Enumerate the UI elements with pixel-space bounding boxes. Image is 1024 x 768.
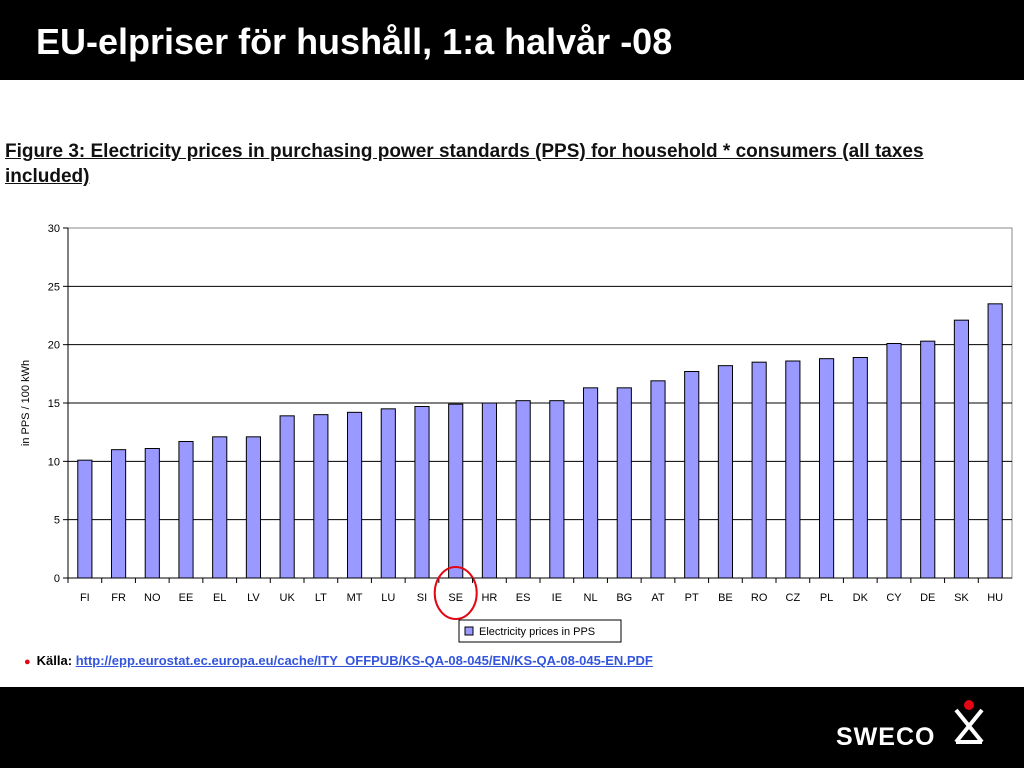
x-tick-label: EE: [179, 592, 194, 604]
bar-pl: [818, 358, 835, 579]
x-tick-label: HR: [481, 592, 497, 604]
bullet-icon: ●: [24, 656, 31, 668]
x-tick-label: CZ: [786, 592, 801, 604]
highlight-circle: [433, 566, 478, 620]
source-line: ● Källa: http://epp.eurostat.ec.europa.eu…: [24, 653, 653, 668]
x-tick-label: BG: [616, 592, 632, 604]
x-tick-label: EL: [213, 592, 226, 604]
source-label: Källa:: [36, 653, 73, 668]
x-tick-label: HU: [987, 592, 1003, 604]
x-tick-label: IE: [552, 592, 562, 604]
legend-label: Electricity prices in PPS: [479, 626, 595, 638]
title-bar: EU-elpriser för hushåll, 1:a halvår -08: [0, 0, 1024, 80]
x-tick-label: LT: [315, 592, 327, 604]
x-tick-label: LV: [247, 592, 260, 604]
sweco-logo-text: SWECO: [836, 723, 936, 751]
slide-title: EU-elpriser för hushåll, 1:a halvår -08: [36, 21, 673, 62]
x-tick-label: UK: [280, 592, 296, 604]
bar-fr: [110, 449, 127, 579]
legend-swatch: [464, 626, 474, 636]
y-tick-label: 20: [48, 340, 60, 352]
x-tick-label: NO: [144, 592, 161, 604]
bar-hu: [987, 303, 1003, 579]
x-tick-label: PT: [685, 592, 699, 604]
x-tick-label: BE: [718, 592, 733, 604]
bar-at: [650, 380, 666, 579]
bar-hr: [481, 402, 498, 579]
bar-si: [414, 406, 430, 579]
y-axis-label: in PPS / 100 kWh: [20, 360, 32, 446]
y-tick-label: 30: [48, 223, 60, 235]
sweco-logo-icon: [954, 700, 984, 744]
x-tick-label: NL: [584, 592, 598, 604]
bar-no: [144, 448, 160, 579]
footer-bar: [0, 687, 1024, 768]
bar-cz: [785, 360, 801, 579]
bar-chart: 0 5 10 15 20 25 30 in PPS / 100 kWh FI FR NO EE EL LV…: [20, 223, 1013, 643]
bar-lt: [313, 414, 329, 579]
y-tick-label: 0: [54, 573, 60, 585]
bar-be: [717, 365, 734, 579]
bar-dk: [852, 357, 868, 579]
x-tick-label: FR: [111, 592, 126, 604]
x-tick-label: DE: [920, 592, 935, 604]
x-tick-label: AT: [651, 592, 665, 604]
bar-fi: [77, 459, 93, 579]
x-tick-label: RO: [751, 592, 768, 604]
source-link[interactable]: http://epp.eurostat.ec.europa.eu/cache/I…: [75, 653, 653, 668]
y-tick-label: 10: [48, 456, 60, 468]
bar-mt: [346, 411, 363, 579]
x-tick-label: DK: [853, 592, 869, 604]
bar-uk: [279, 415, 295, 579]
y-tick-label: 15: [48, 398, 60, 410]
y-tick-label: 25: [48, 281, 60, 293]
x-tick-label: CY: [886, 592, 902, 604]
x-tick-label: FI: [80, 592, 90, 604]
bar-el: [212, 436, 228, 579]
x-tick-label: SE: [448, 592, 463, 604]
bar-lu: [380, 408, 396, 579]
bar-de: [920, 340, 936, 579]
x-tick-label: PL: [820, 592, 833, 604]
bar-ee: [178, 441, 194, 579]
bar-cy: [886, 343, 902, 579]
bar-bg: [616, 387, 632, 579]
bar-es: [515, 400, 531, 579]
bar-se: [448, 403, 464, 579]
bar-lv: [245, 436, 262, 579]
bar-ro: [751, 361, 767, 579]
x-tick-label: SI: [417, 592, 427, 604]
figure-caption: Figure 3: Electricity prices in purchasi…: [5, 141, 924, 187]
x-tick-label: ES: [516, 592, 531, 604]
x-tick-label: SK: [954, 592, 969, 604]
bar-sk: [953, 319, 970, 579]
bar-pt: [684, 371, 700, 579]
bar-nl: [582, 387, 599, 579]
bar-ie: [549, 400, 565, 579]
y-tick-label: 5: [54, 515, 60, 527]
x-tick-label: MT: [347, 592, 363, 604]
x-tick-label: LU: [381, 592, 395, 604]
legend-box: [458, 619, 622, 643]
